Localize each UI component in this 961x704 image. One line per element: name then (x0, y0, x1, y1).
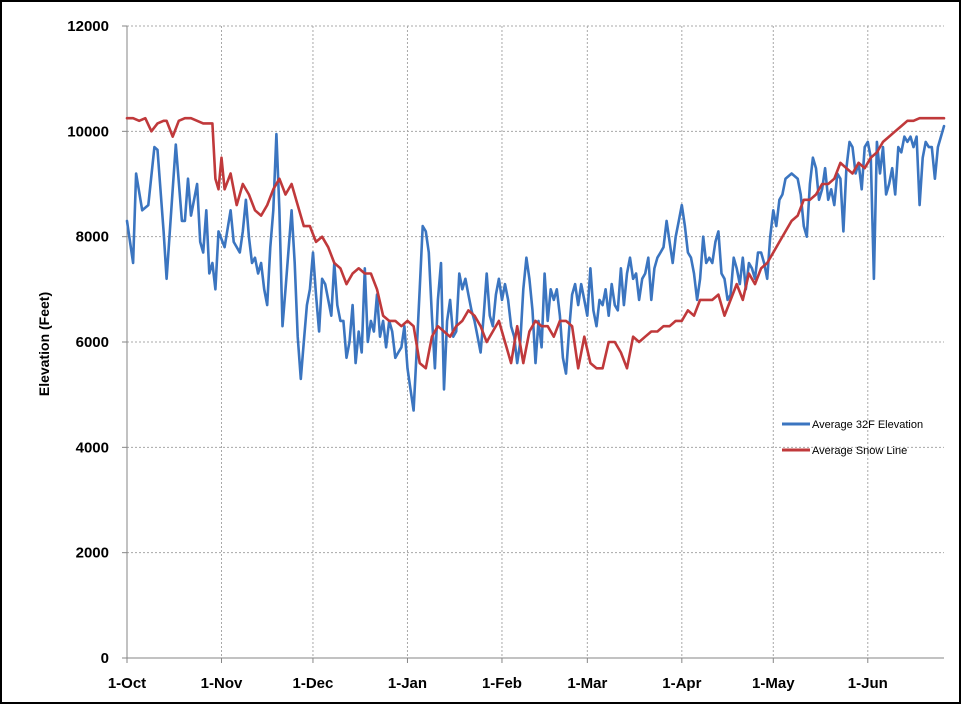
x-tick-labels: 1-Oct 1-Nov 1-Dec 1-Jan 1-Feb 1-Mar 1-Apr 1-May… (108, 675, 888, 692)
x-tick-label: 1-May (752, 675, 795, 692)
x-tick-label: 1-Jan (388, 675, 427, 692)
y-axis-title: Elevation (Feet) (36, 292, 52, 396)
x-tick-label: 1-Jun (848, 675, 888, 692)
series-line-0 (125, 124, 946, 412)
x-tick-label: 1-Mar (567, 675, 607, 692)
series-line-1 (125, 116, 946, 370)
gridlines (127, 25, 944, 658)
series-lines (125, 116, 946, 412)
axes (122, 25, 944, 663)
y-tick-label: 6000 (76, 334, 109, 351)
legend: Average 32F Elevation Average Snow Line (782, 419, 923, 457)
legend-label-1: Average Snow Line (812, 445, 907, 457)
y-tick-label: 2000 (76, 545, 109, 562)
y-tick-labels: 0 2000 4000 6000 8000 10000 12000 (67, 18, 109, 667)
x-tick-label: 1-Oct (108, 675, 146, 692)
x-tick-label: 1-Feb (482, 675, 522, 692)
x-tick-label: 1-Apr (662, 675, 701, 692)
y-tick-label: 10000 (67, 123, 109, 140)
y-tick-label: 0 (101, 650, 109, 667)
legend-label-0: Average 32F Elevation (812, 419, 923, 431)
y-tick-label: 12000 (67, 18, 109, 35)
x-tick-label: 1-Nov (201, 675, 243, 692)
y-tick-label: 8000 (76, 229, 109, 246)
y-tick-label: 4000 (76, 439, 109, 456)
x-tick-label: 1-Dec (293, 675, 334, 692)
